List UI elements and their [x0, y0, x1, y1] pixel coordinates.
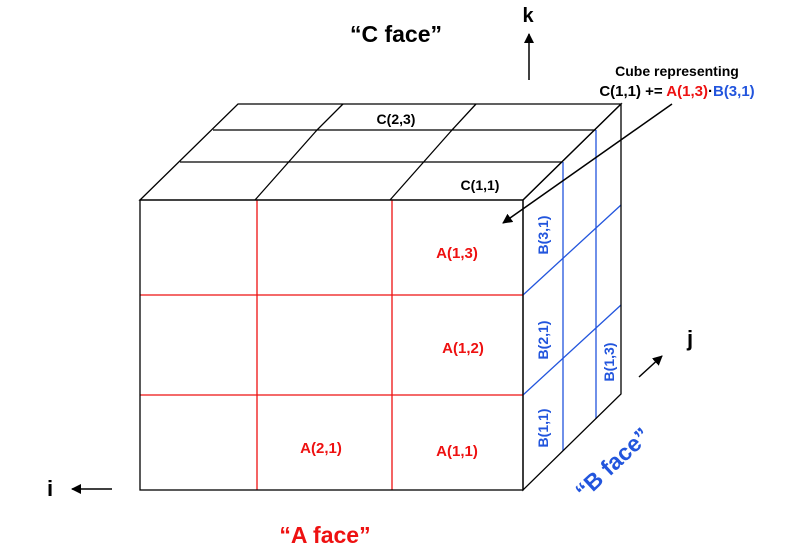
- callout-prefix: C(1,1) +=: [599, 83, 666, 100]
- top-grid-line: [451, 103, 477, 131]
- i-axis-label: i: [47, 476, 53, 501]
- b-face-label: “B face”: [570, 422, 655, 504]
- cell-c23-label: C(2,3): [377, 111, 416, 127]
- top-grid-line: [254, 129, 318, 201]
- k-axis-label: k: [522, 5, 534, 27]
- callout-dot: ·: [708, 83, 713, 100]
- side-face-grid: [522, 102, 622, 492]
- callout-line-1: Cube representing: [615, 63, 739, 79]
- a-face-label: “A face”: [279, 522, 370, 548]
- callout-arrow: [502, 103, 673, 224]
- cell-a13-label: A(1,3): [436, 245, 478, 262]
- side-face-outline: [522, 102, 622, 492]
- cell-b31-label: B(3,1): [535, 216, 551, 255]
- j-axis-label: j: [686, 326, 693, 351]
- cell-b21-label: B(2,1): [535, 321, 551, 360]
- callout-b-term: B(3,1): [713, 83, 755, 100]
- cell-a12-label: A(1,2): [442, 340, 484, 357]
- callout-a-term: A(1,3): [666, 83, 708, 100]
- cell-c11-label: C(1,1): [461, 177, 500, 193]
- cell-a21-label: A(2,1): [300, 440, 342, 457]
- side-grid-line: [522, 204, 622, 296]
- side-grid-line: [522, 304, 622, 396]
- j-axis-arrow: [638, 355, 663, 378]
- cell-b13-label: B(1,3): [601, 343, 617, 382]
- top-grid-line: [316, 103, 344, 131]
- callout-line-2: C(1,1) += A(1,3)·B(3,1): [599, 83, 754, 100]
- cell-a11-label: A(1,1): [436, 443, 478, 460]
- cell-b11-label: B(1,1): [535, 409, 551, 448]
- c-face-label: “C face”: [350, 21, 442, 47]
- top-grid-line: [389, 129, 453, 201]
